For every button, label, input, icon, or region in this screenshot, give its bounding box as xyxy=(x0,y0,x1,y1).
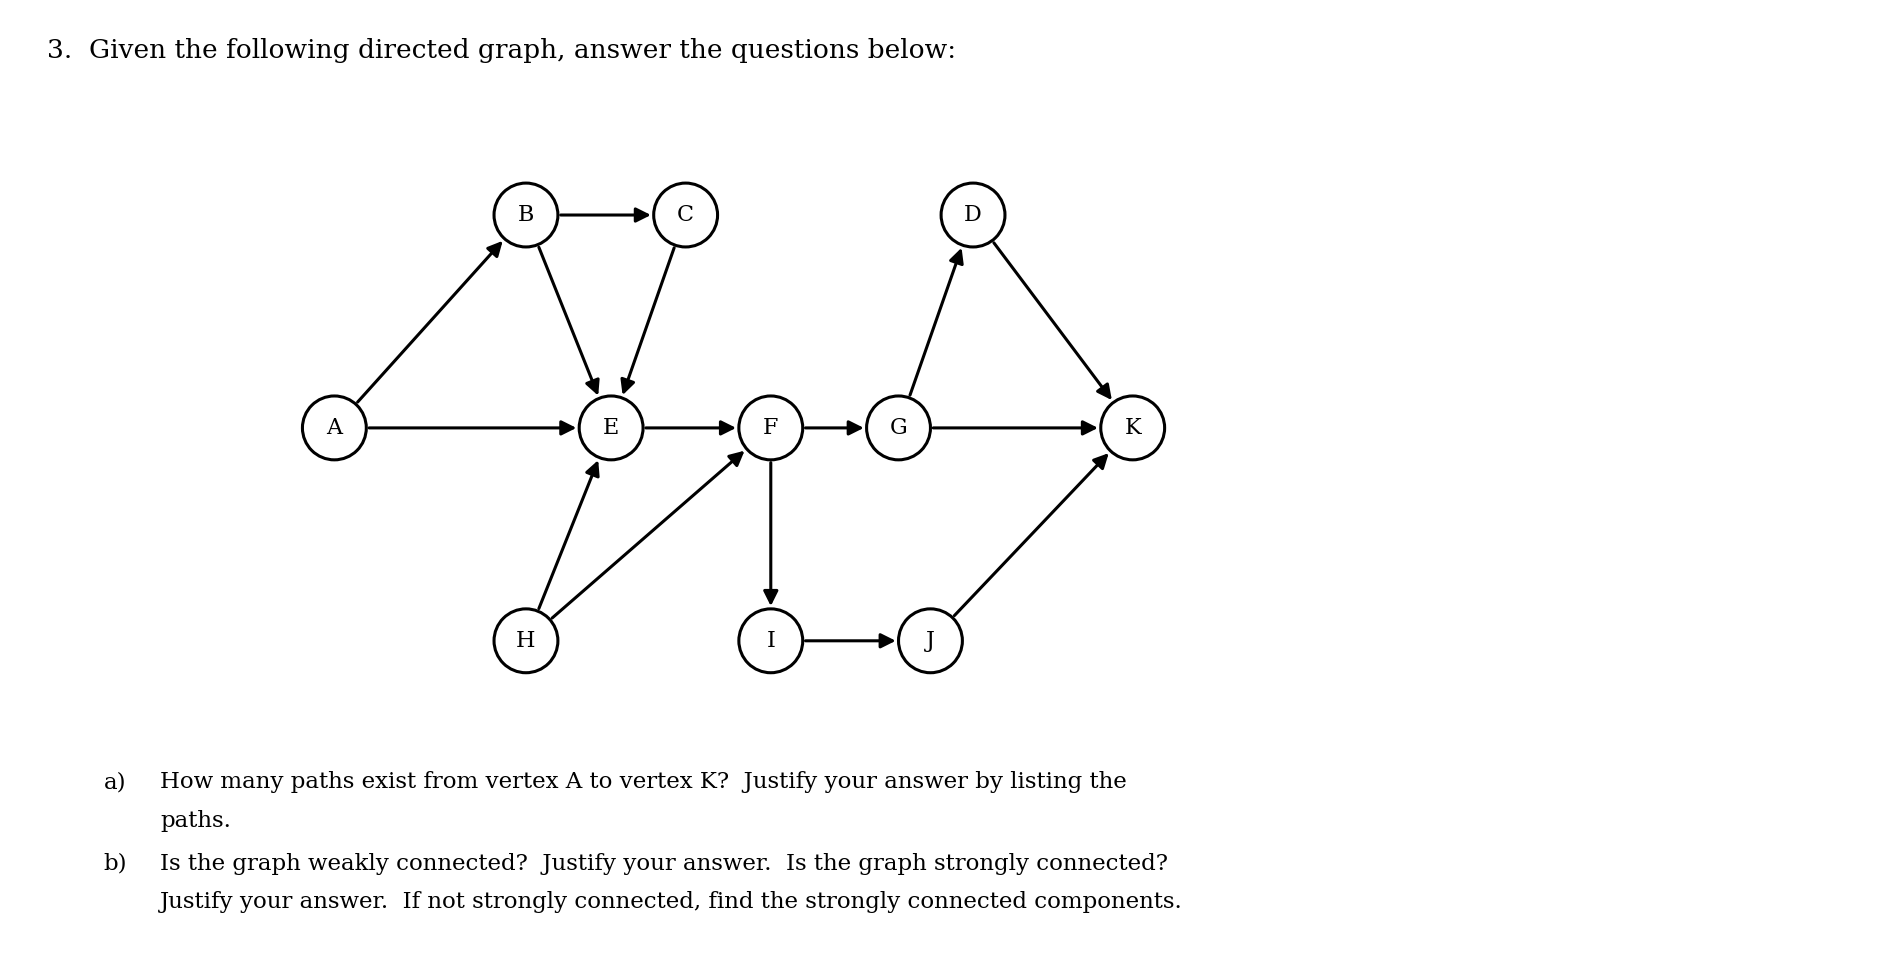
Text: b): b) xyxy=(104,853,126,875)
Text: a): a) xyxy=(104,771,126,793)
Circle shape xyxy=(494,183,558,247)
Text: F: F xyxy=(763,417,778,439)
Text: Is the graph weakly connected?  Justify your answer.  Is the graph strongly conn: Is the graph weakly connected? Justify y… xyxy=(160,853,1168,875)
Text: J: J xyxy=(927,629,934,651)
Circle shape xyxy=(739,609,803,673)
Text: H: H xyxy=(516,629,535,651)
Text: K: K xyxy=(1125,417,1142,439)
Circle shape xyxy=(739,396,803,460)
Text: Justify your answer.  If not strongly connected, find the strongly connected com: Justify your answer. If not strongly con… xyxy=(160,891,1183,913)
Text: paths.: paths. xyxy=(160,810,232,832)
Circle shape xyxy=(942,183,1004,247)
Text: How many paths exist from vertex A to vertex K?  Justify your answer by listing : How many paths exist from vertex A to ve… xyxy=(160,771,1127,793)
Text: E: E xyxy=(603,417,620,439)
Circle shape xyxy=(654,183,718,247)
Text: A: A xyxy=(326,417,343,439)
Text: C: C xyxy=(676,204,693,226)
Circle shape xyxy=(1100,396,1164,460)
Text: 3.  Given the following directed graph, answer the questions below:: 3. Given the following directed graph, a… xyxy=(47,38,957,63)
Text: G: G xyxy=(889,417,908,439)
Text: D: D xyxy=(965,204,982,226)
Circle shape xyxy=(578,396,642,460)
Circle shape xyxy=(494,609,558,673)
Circle shape xyxy=(303,396,365,460)
Text: I: I xyxy=(767,629,774,651)
Circle shape xyxy=(899,609,963,673)
Circle shape xyxy=(867,396,931,460)
Text: B: B xyxy=(518,204,535,226)
